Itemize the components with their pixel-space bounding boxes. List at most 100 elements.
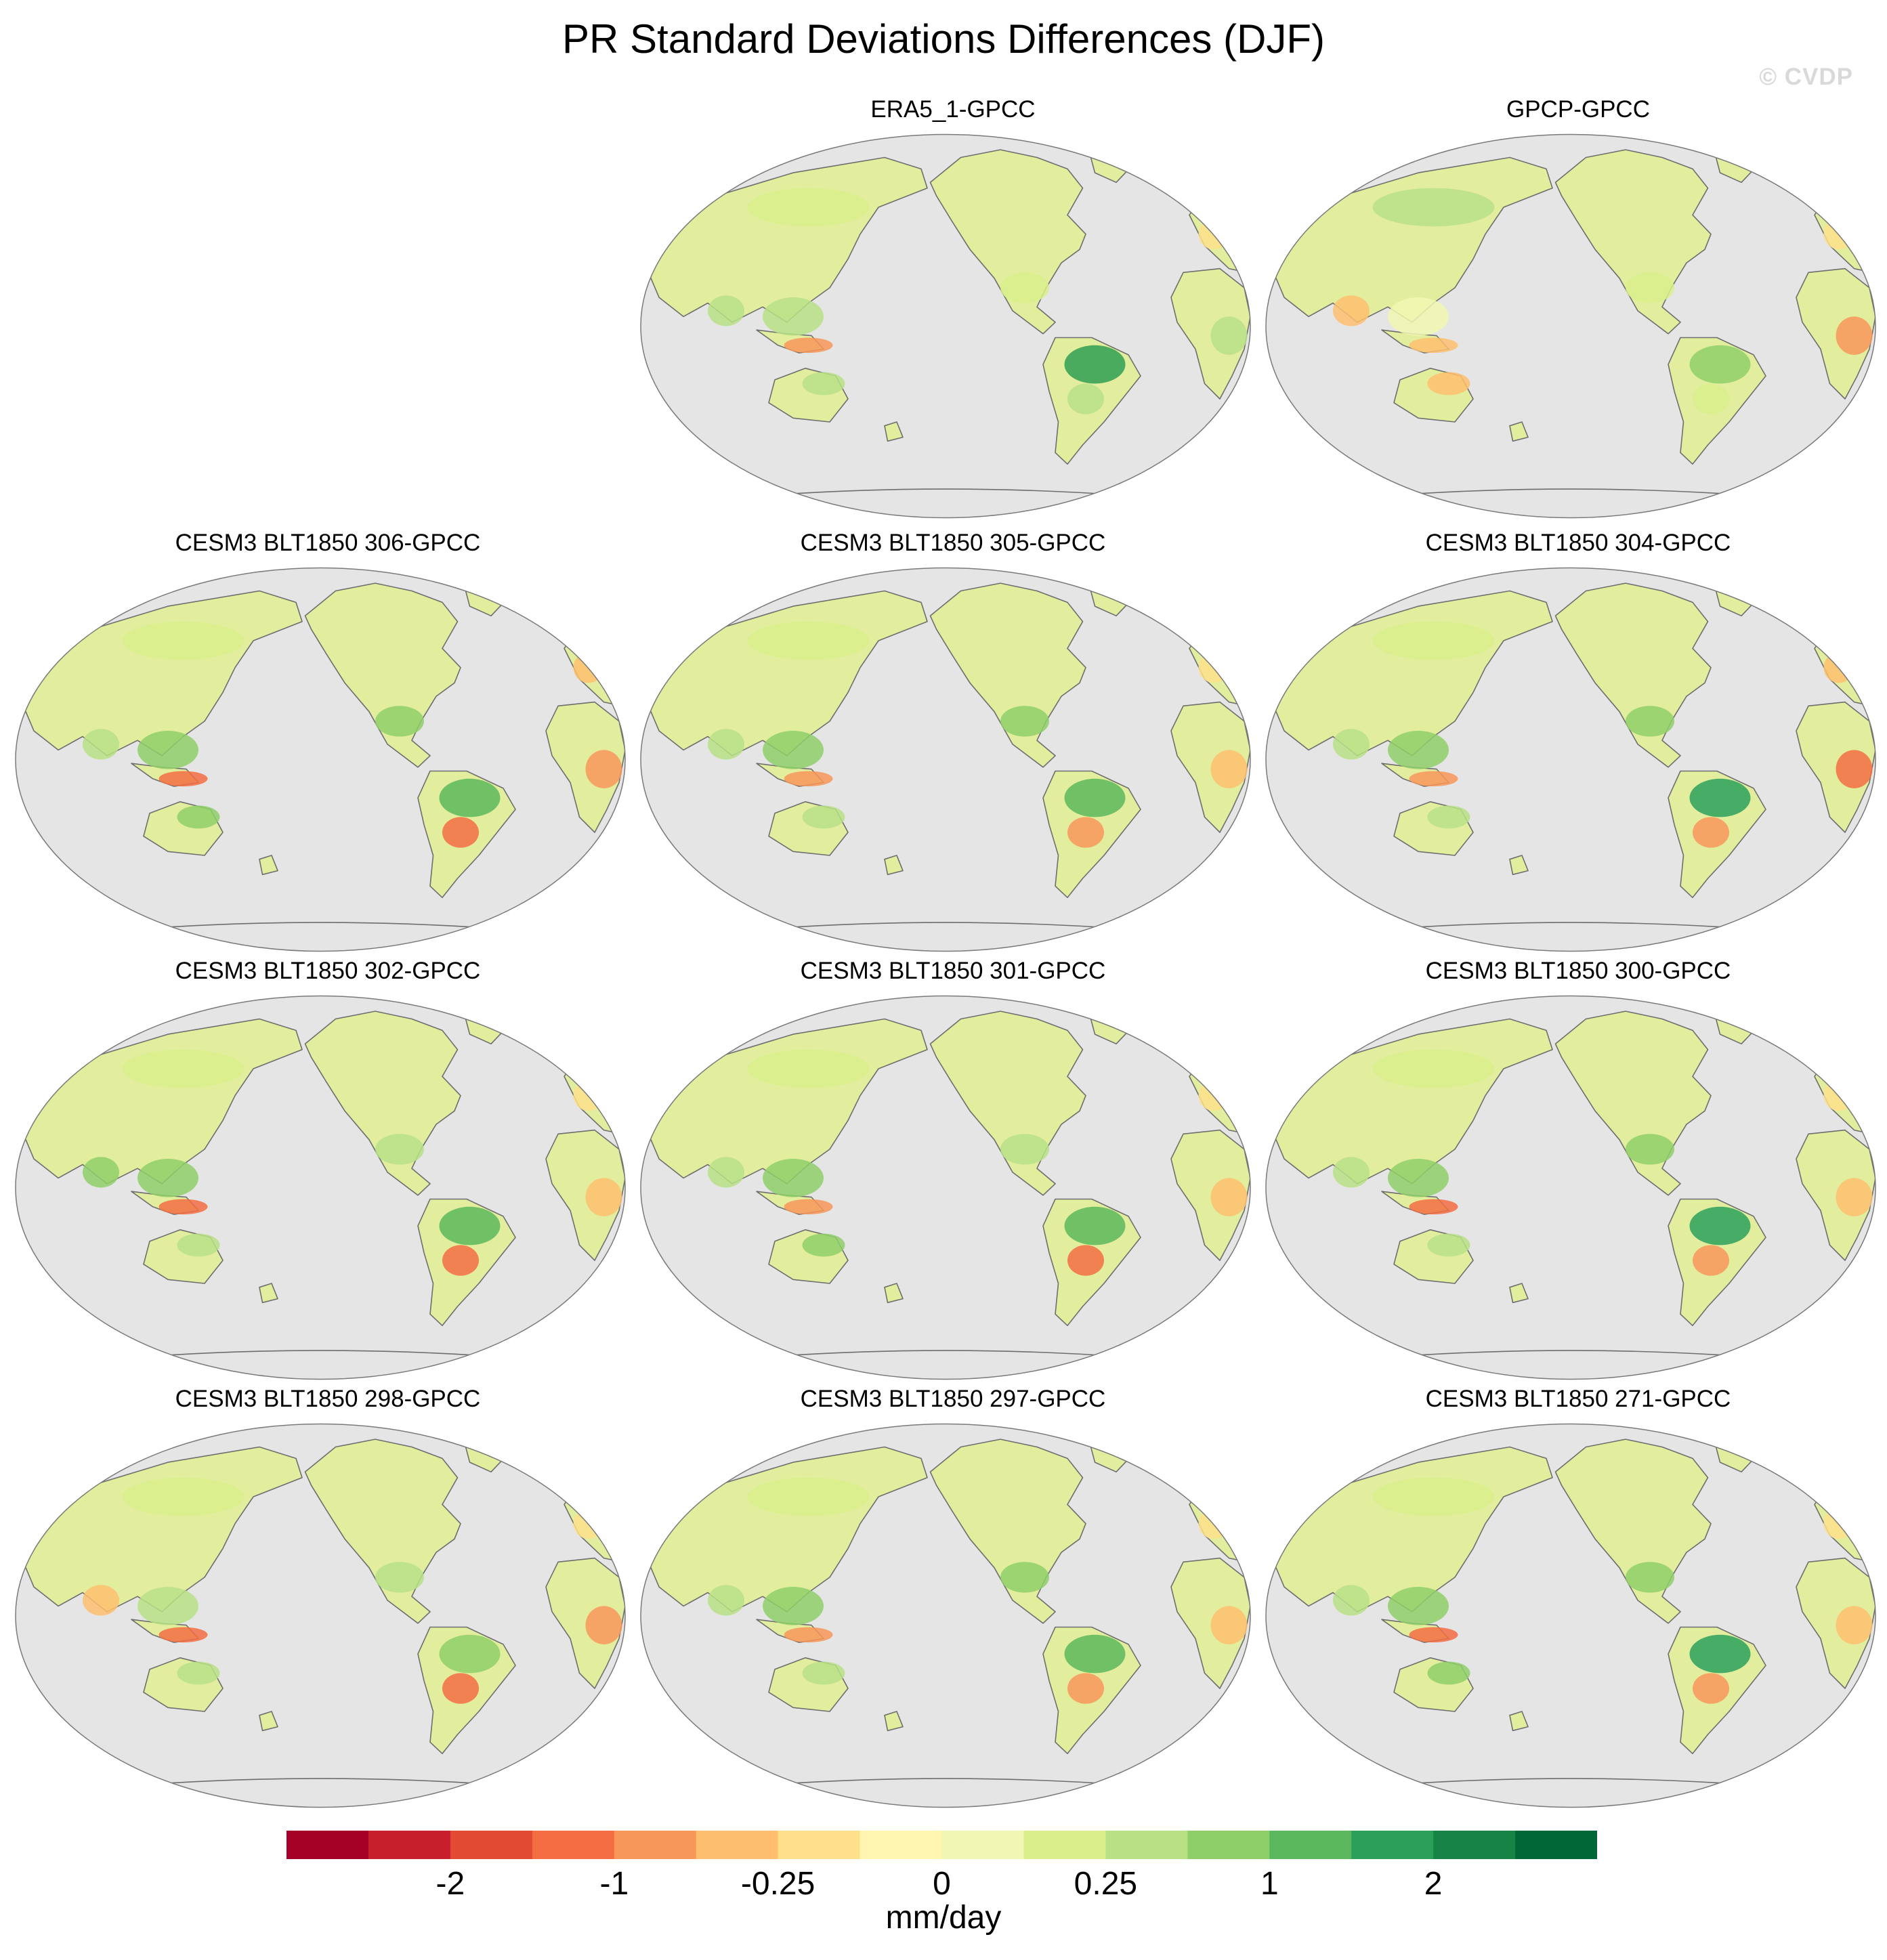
land-africa: [1170, 1557, 1250, 1689]
colorbar-tick-label: 2: [1424, 1866, 1443, 1902]
map-panel: CESM3 BLT1850 297-GPCC: [637, 1386, 1269, 1820]
anomaly-seasia: [1388, 731, 1449, 769]
anomaly-indonesia: [1409, 771, 1458, 787]
watermark: © CVDP: [1759, 64, 1853, 90]
anomaly-amazon: [1064, 345, 1126, 384]
land-africa: [1796, 701, 1875, 833]
anomaly-siberia: [1372, 1049, 1495, 1088]
colorbar-swatch: [287, 1831, 369, 1859]
anomaly-eusa: [1000, 1562, 1049, 1593]
land-newzealand: [884, 421, 904, 442]
world-map: [640, 133, 1251, 519]
land-newzealand: [1509, 1711, 1529, 1732]
land-africa: [1796, 1129, 1875, 1261]
colorbar-swatch: [778, 1831, 861, 1859]
anomaly-neaustralia: [1427, 1233, 1470, 1257]
anomaly-amazon: [1064, 1206, 1126, 1245]
map-panel: CESM3 BLT1850 298-GPCC: [12, 1386, 643, 1820]
anomaly-siberia: [122, 1477, 245, 1516]
land-newzealand: [884, 855, 904, 876]
land-africa: [545, 1129, 625, 1261]
anomaly-india: [1333, 729, 1370, 760]
anomaly-amazon: [1064, 1634, 1126, 1674]
colorbar-swatch: [1433, 1831, 1516, 1859]
land-namerica: [929, 582, 1086, 768]
anomaly-siberia: [747, 188, 870, 227]
land-namerica: [1554, 1010, 1712, 1196]
anomaly-sebrazil: [442, 1673, 479, 1704]
anomaly-india: [708, 729, 744, 760]
anomaly-eusa: [1000, 272, 1049, 303]
anomaly-indonesia: [784, 1627, 833, 1643]
anomaly-eusa: [1000, 1134, 1049, 1165]
anomaly-indonesia: [158, 771, 208, 787]
map-panel: CESM3 BLT1850 304-GPCC: [1263, 530, 1887, 964]
anomaly-india: [1333, 295, 1370, 326]
anomaly-eusa: [1626, 272, 1674, 303]
anomaly-siberia: [1372, 1477, 1495, 1516]
anomaly-westafrica: [585, 1606, 622, 1644]
map-border: [640, 1423, 1251, 1808]
anomaly-amazon: [1689, 1634, 1751, 1674]
colorbar-tick-label: 0: [933, 1866, 951, 1902]
anomaly-indonesia: [158, 1199, 208, 1215]
anomaly-seasia: [1388, 1587, 1449, 1625]
anomaly-seasia: [763, 731, 824, 769]
map-border: [640, 567, 1251, 952]
panel-title: CESM3 BLT1850 304-GPCC: [1425, 530, 1731, 556]
anomaly-amazon: [439, 1206, 501, 1245]
land-newzealand: [884, 1711, 904, 1732]
anomaly-siberia: [1372, 188, 1495, 227]
land-newzealand: [259, 855, 278, 876]
colorbar-swatch: [1515, 1831, 1597, 1859]
anomaly-neaustralia: [177, 1233, 220, 1257]
anomaly-eusa: [1000, 706, 1049, 737]
map-border: [15, 1423, 626, 1808]
anomaly-seasia: [1388, 297, 1449, 336]
land-namerica: [929, 1010, 1086, 1196]
world-map: [15, 995, 626, 1380]
world-map: [15, 1423, 626, 1808]
anomaly-eusa: [375, 706, 424, 737]
anomaly-seasia: [1388, 1159, 1449, 1197]
map-panel: CESM3 BLT1850 300-GPCC: [1263, 958, 1887, 1392]
anomaly-seasia: [763, 1159, 824, 1197]
anomaly-eusa: [1626, 1562, 1674, 1593]
colorbar-swatch: [1105, 1831, 1188, 1859]
anomaly-sebrazil: [1693, 1245, 1729, 1276]
anomaly-neaustralia: [177, 1661, 220, 1685]
anomaly-amazon: [1689, 345, 1751, 384]
anomaly-indonesia: [158, 1627, 208, 1643]
panel-title: CESM3 BLT1850 306-GPCC: [175, 530, 481, 556]
map-border: [1265, 133, 1876, 519]
anomaly-westafrica: [585, 1178, 622, 1216]
colorbar-swatch: [1187, 1831, 1270, 1859]
land-africa: [1796, 1557, 1875, 1689]
land-namerica: [1554, 582, 1712, 768]
anomaly-india: [1333, 1157, 1370, 1188]
anomaly-sebrazil: [1693, 383, 1729, 414]
anomaly-neaustralia: [802, 372, 845, 396]
anomaly-siberia: [747, 1049, 870, 1088]
anomaly-indonesia: [784, 771, 833, 787]
map-border: [1265, 995, 1876, 1380]
land-africa: [545, 701, 625, 833]
anomaly-india: [83, 1585, 119, 1616]
anomaly-india: [1333, 1585, 1370, 1616]
colorbar-tick-label: 1: [1260, 1866, 1279, 1902]
anomaly-amazon: [439, 1634, 501, 1674]
land-newzealand: [259, 1283, 278, 1304]
colorbar-swatch: [941, 1831, 1024, 1859]
panel-title: CESM3 BLT1850 297-GPCC: [800, 1386, 1106, 1412]
anomaly-westafrica: [1836, 750, 1873, 788]
colorbar-swatch: [532, 1831, 615, 1859]
land-africa: [1170, 1129, 1250, 1261]
map-panel: CESM3 BLT1850 301-GPCC: [637, 958, 1269, 1392]
anomaly-sebrazil: [1067, 817, 1104, 848]
map-border: [15, 567, 626, 952]
map-border: [1265, 567, 1876, 952]
land-namerica: [929, 1439, 1086, 1624]
colorbar-tick-label: -2: [436, 1866, 465, 1902]
anomaly-westafrica: [1836, 1606, 1873, 1644]
anomaly-siberia: [747, 621, 870, 660]
